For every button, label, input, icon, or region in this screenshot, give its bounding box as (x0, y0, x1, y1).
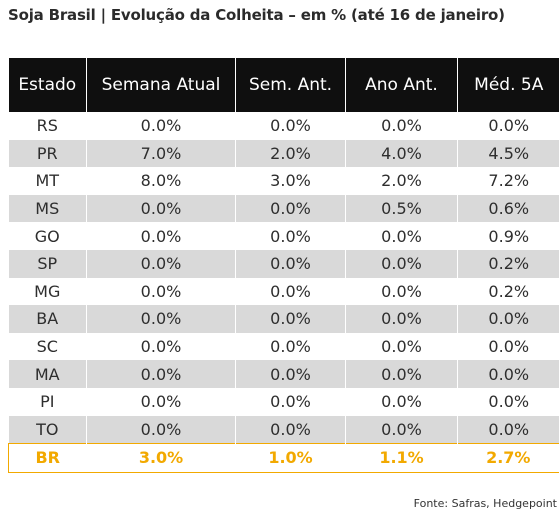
column-header-ano-ant: Ano Ant. (345, 58, 458, 112)
table-cell-semana-atual: 0.0% (86, 112, 236, 140)
table-cell-estado: MG (8, 277, 87, 306)
table-cell-med-5a: 0.0% (457, 112, 559, 140)
table-cell-ano-ant: 0.0% (345, 222, 458, 250)
table-cell-ano-ant: 0.0% (345, 387, 458, 416)
table-row: MA 0.0% 0.0% 0.0% 0.0% (8, 360, 559, 388)
table-cell-semana-atual: 0.0% (86, 305, 236, 333)
table-cell-med-5a: 7.2% (457, 167, 559, 195)
table-cell-med-5a: 0.0% (457, 305, 559, 333)
table-header-row: Estado Semana Atual Sem. Ant. Ano Ant. M… (8, 58, 559, 112)
table-cell-ano-ant: 0.5% (345, 194, 458, 223)
table-row-total: BR 3.0% 1.0% 1.1% 2.7% (8, 443, 559, 473)
table-row: MG 0.0% 0.0% 0.0% 0.2% (8, 277, 559, 306)
table-body: RS 0.0% 0.0% 0.0% 0.0% PR 7.0% 2.0% 4.0% 4.5% MT 8.… (8, 112, 559, 473)
table-cell-estado: MA (8, 360, 87, 388)
table-cell-sem-ant: 0.0% (235, 387, 346, 416)
table-cell-ano-ant: 0.0% (345, 112, 458, 140)
total-cell-med-5a: 2.7% (457, 443, 559, 473)
table-row: PI 0.0% 0.0% 0.0% 0.0% (8, 387, 559, 416)
table-cell-med-5a: 0.0% (457, 387, 559, 416)
table-cell-sem-ant: 0.0% (235, 332, 346, 361)
table-cell-sem-ant: 0.0% (235, 277, 346, 306)
table-cell-estado: PR (8, 139, 87, 168)
column-header-med-5a: Méd. 5A (457, 58, 559, 112)
table-cell-semana-atual: 7.0% (86, 139, 236, 168)
table-cell-ano-ant: 4.0% (345, 139, 458, 168)
table-cell-estado: SC (8, 332, 87, 361)
table-cell-estado: GO (8, 222, 87, 250)
table-cell-sem-ant: 0.0% (235, 112, 346, 140)
table-cell-sem-ant: 2.0% (235, 139, 346, 168)
table-cell-semana-atual: 0.0% (86, 415, 236, 444)
table-cell-semana-atual: 0.0% (86, 387, 236, 416)
total-cell-ano-ant: 1.1% (345, 443, 458, 473)
total-cell-estado: BR (8, 443, 87, 473)
table-cell-ano-ant: 2.0% (345, 167, 458, 195)
table-cell-sem-ant: 0.0% (235, 249, 346, 278)
table-cell-estado: MT (8, 167, 87, 195)
table-cell-semana-atual: 8.0% (86, 167, 236, 195)
table-cell-sem-ant: 0.0% (235, 305, 346, 333)
table-cell-med-5a: 0.0% (457, 332, 559, 361)
table-cell-ano-ant: 0.0% (345, 277, 458, 306)
source-note: Fonte: Safras, Hedgepoint (413, 497, 557, 510)
table-cell-med-5a: 0.0% (457, 360, 559, 388)
table-cell-med-5a: 0.2% (457, 277, 559, 306)
table-cell-semana-atual: 0.0% (86, 277, 236, 306)
table-cell-estado: BA (8, 305, 87, 333)
table-cell-med-5a: 0.9% (457, 222, 559, 250)
table-cell-sem-ant: 0.0% (235, 222, 346, 250)
table-cell-estado: PI (8, 387, 87, 416)
table-cell-estado: MS (8, 194, 87, 223)
table-row: GO 0.0% 0.0% 0.0% 0.9% (8, 222, 559, 250)
total-cell-sem-ant: 1.0% (235, 443, 346, 473)
page-title: Soja Brasil | Evolução da Colheita – em … (8, 6, 505, 24)
table-cell-semana-atual: 0.0% (86, 222, 236, 250)
table-cell-estado: SP (8, 249, 87, 278)
table-cell-ano-ant: 0.0% (345, 360, 458, 388)
table-cell-ano-ant: 0.0% (345, 415, 458, 444)
table-row: SP 0.0% 0.0% 0.0% 0.2% (8, 249, 559, 278)
harvest-table: Estado Semana Atual Sem. Ant. Ano Ant. M… (8, 58, 559, 473)
table-cell-med-5a: 0.6% (457, 194, 559, 223)
table-cell-sem-ant: 0.0% (235, 194, 346, 223)
table-cell-med-5a: 0.0% (457, 415, 559, 444)
table-cell-med-5a: 4.5% (457, 139, 559, 168)
column-header-semana-atual: Semana Atual (86, 58, 236, 112)
table-row: PR 7.0% 2.0% 4.0% 4.5% (8, 139, 559, 168)
table-cell-med-5a: 0.2% (457, 249, 559, 278)
table-cell-semana-atual: 0.0% (86, 249, 236, 278)
table-row: MT 8.0% 3.0% 2.0% 7.2% (8, 167, 559, 195)
table-cell-semana-atual: 0.0% (86, 194, 236, 223)
table-row: SC 0.0% 0.0% 0.0% 0.0% (8, 332, 559, 361)
column-header-estado: Estado (8, 58, 87, 112)
table-row: TO 0.0% 0.0% 0.0% 0.0% (8, 415, 559, 444)
table-cell-estado: TO (8, 415, 87, 444)
table-row: BA 0.0% 0.0% 0.0% 0.0% (8, 305, 559, 333)
table-cell-sem-ant: 0.0% (235, 360, 346, 388)
table-row: RS 0.0% 0.0% 0.0% 0.0% (8, 112, 559, 140)
table-cell-ano-ant: 0.0% (345, 305, 458, 333)
total-cell-semana-atual: 3.0% (86, 443, 236, 473)
table-cell-ano-ant: 0.0% (345, 332, 458, 361)
table-cell-sem-ant: 3.0% (235, 167, 346, 195)
table-cell-semana-atual: 0.0% (86, 332, 236, 361)
table-row: MS 0.0% 0.0% 0.5% 0.6% (8, 194, 559, 223)
table-cell-ano-ant: 0.0% (345, 249, 458, 278)
column-header-sem-ant: Sem. Ant. (235, 58, 346, 112)
table-cell-semana-atual: 0.0% (86, 360, 236, 388)
table-cell-estado: RS (8, 112, 87, 140)
table-cell-sem-ant: 0.0% (235, 415, 346, 444)
